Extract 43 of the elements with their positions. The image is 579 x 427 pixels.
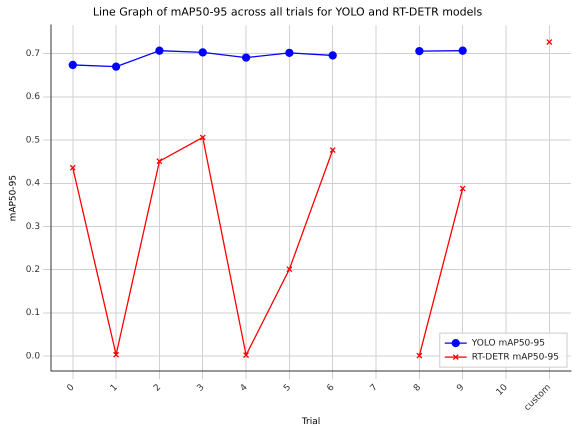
x-tick-label: 9 (455, 382, 467, 394)
legend-label: RT-DETR mAP50-95 (472, 352, 559, 362)
x-tick-label: 10 (494, 382, 510, 398)
point (546, 38, 552, 46)
point (68, 60, 77, 70)
x-tick-label: 3 (195, 382, 207, 394)
y-tick-label: 0.0 (26, 351, 40, 362)
y-tick-label: 0.3 (26, 222, 40, 232)
x-tick-label: 2 (152, 382, 164, 394)
y-axis-title: mAP50-95 (8, 174, 19, 222)
point (416, 352, 422, 359)
y-tick-label: 0.4 (26, 178, 40, 189)
point (70, 164, 76, 171)
point (330, 146, 336, 154)
point (285, 48, 294, 57)
x-tick-label: 0 (65, 382, 77, 394)
y-tick-label: 0.5 (26, 135, 40, 146)
point (242, 352, 250, 358)
point (156, 158, 163, 164)
point (415, 46, 424, 56)
point (200, 134, 206, 141)
point (112, 62, 120, 71)
legend-label: YOLO mAP50-95 (470, 338, 545, 348)
y-tick-label: 0.7 (26, 49, 40, 60)
point (155, 46, 164, 55)
x-tick-label: 5 (282, 382, 294, 394)
x-tick-label: 7 (368, 382, 380, 394)
point (458, 46, 467, 55)
point (460, 185, 466, 192)
x-tick-label: 4 (238, 382, 250, 394)
x-tick-label: 6 (325, 382, 337, 394)
point (198, 48, 207, 57)
x-axis-title: Trial (300, 416, 320, 427)
y-tick-label: 0.2 (26, 264, 40, 275)
y-tick-label: 0.6 (26, 92, 40, 102)
y-tick-label: 0.1 (26, 308, 40, 318)
point (286, 266, 293, 272)
point (112, 352, 120, 358)
point (328, 51, 337, 60)
point (242, 53, 250, 62)
x-tick-label: 8 (412, 382, 424, 394)
x-tick-label: 1 (108, 382, 120, 394)
chart-title: Line Graph of mAP50-95 across all trials for YOLO and RT-DETR models (92, 5, 482, 18)
